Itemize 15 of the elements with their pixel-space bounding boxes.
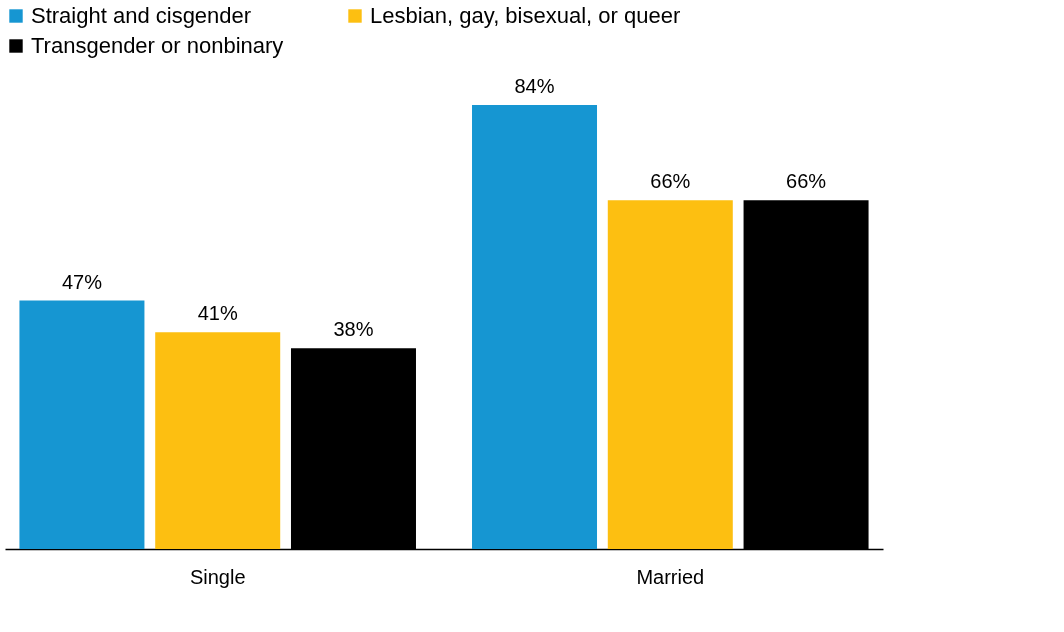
data-label: 66% <box>786 170 827 193</box>
legend-label: Lesbian, gay, bisexual, or queer <box>370 3 681 28</box>
x-tick-label: Single <box>189 565 246 588</box>
x-tick-label: Married <box>636 565 705 588</box>
bar <box>607 200 733 549</box>
data-label: 84% <box>514 75 555 97</box>
bar <box>155 332 281 549</box>
data-label: 41% <box>197 302 238 325</box>
data-label: 66% <box>650 170 691 193</box>
bar <box>472 105 598 549</box>
data-label: 47% <box>61 270 103 293</box>
legend-label: Transgender or nonbinary <box>31 33 284 58</box>
data-label: 38% <box>333 318 374 341</box>
legend-label: Straight and cisgender <box>31 3 252 28</box>
bar <box>19 300 145 549</box>
